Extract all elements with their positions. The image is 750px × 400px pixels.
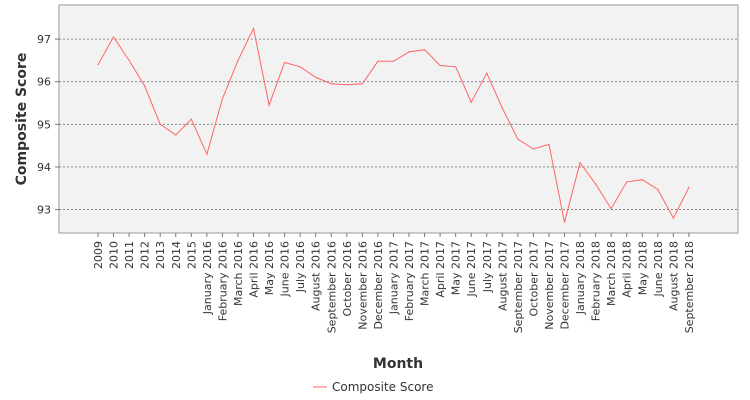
data-point xyxy=(190,118,192,120)
data-point xyxy=(392,60,395,62)
x-tick-label: May 2018 xyxy=(636,241,649,295)
x-tick-label: November 2016 xyxy=(356,241,369,330)
x-tick-label: March 2018 xyxy=(605,241,618,306)
y-tick-label: 97 xyxy=(37,33,51,46)
x-tick-label: February 2017 xyxy=(403,241,416,321)
x-tick-label: 2015 xyxy=(185,241,198,269)
data-point xyxy=(252,27,255,30)
x-tick-label: October 2017 xyxy=(527,241,540,317)
x-tick-label: July 2017 xyxy=(481,241,494,293)
x-tick-label: July 2016 xyxy=(294,241,307,293)
data-point xyxy=(610,208,612,210)
data-point xyxy=(128,59,130,62)
data-point xyxy=(641,179,643,181)
data-point xyxy=(579,162,581,164)
plot-area xyxy=(58,4,739,234)
data-point xyxy=(299,66,301,68)
data-point xyxy=(377,60,379,62)
legend: Composite Score xyxy=(313,380,433,394)
data-point xyxy=(595,183,597,185)
x-tick-label: January 2017 xyxy=(387,241,400,315)
data-point xyxy=(657,188,659,191)
data-point xyxy=(175,134,177,136)
x-tick-label: 2009 xyxy=(92,241,105,269)
x-tick-label: May 2016 xyxy=(263,241,276,295)
series-points xyxy=(97,27,690,223)
data-point xyxy=(486,72,488,74)
x-tick-label: June 2018 xyxy=(652,241,665,297)
x-tick-label: February 2018 xyxy=(590,241,603,321)
x-tick-label: March 2017 xyxy=(419,241,432,306)
data-point xyxy=(144,85,146,87)
x-tick-label: May 2017 xyxy=(450,241,463,295)
x-tick-label: December 2016 xyxy=(372,241,385,330)
x-tick-label: December 2017 xyxy=(559,241,572,330)
data-point xyxy=(315,76,317,79)
x-tick-label: April 2016 xyxy=(248,241,261,298)
x-tick-label: October 2016 xyxy=(341,241,354,317)
legend-label: Composite Score xyxy=(332,380,433,394)
x-tick-label: 2013 xyxy=(154,241,167,269)
x-tick-label: June 2016 xyxy=(279,241,292,297)
x-axis-title: Month xyxy=(373,356,423,372)
x-tick-label: March 2016 xyxy=(232,241,245,306)
x-tick-label: August 2018 xyxy=(667,241,680,311)
data-point xyxy=(268,104,270,106)
x-axis-ticks: 2009 2010 2011 2012 2013 2014 2015 January 2016… xyxy=(92,233,696,333)
data-point xyxy=(206,153,208,155)
x-tick-label: April 2017 xyxy=(434,241,447,298)
y-tick-label: 95 xyxy=(37,118,51,131)
data-point xyxy=(284,61,286,64)
y-tick-label: 93 xyxy=(37,204,51,217)
x-tick-label: November 2017 xyxy=(543,241,556,330)
data-point xyxy=(532,148,535,150)
data-point xyxy=(672,217,674,219)
y-axis-ticks: 93 94 95 96 97 xyxy=(37,33,59,217)
y-axis-title: Composite Score xyxy=(14,53,30,186)
data-point xyxy=(626,181,628,183)
x-tick-label: January 2018 xyxy=(574,241,587,315)
data-point xyxy=(455,66,457,68)
data-point xyxy=(330,83,332,85)
data-point xyxy=(112,36,115,38)
x-tick-label: September 2018 xyxy=(683,241,696,333)
data-point xyxy=(159,123,161,125)
x-tick-label: June 2017 xyxy=(465,241,478,297)
data-point xyxy=(470,101,472,103)
data-point xyxy=(563,221,566,223)
data-point xyxy=(501,107,503,109)
data-point xyxy=(688,186,690,188)
x-tick-label: April 2018 xyxy=(621,241,634,298)
data-point xyxy=(221,98,223,100)
x-tick-label: 2014 xyxy=(170,241,183,269)
x-tick-label: August 2017 xyxy=(496,241,509,311)
x-tick-label: September 2016 xyxy=(325,241,338,333)
y-tick-label: 94 xyxy=(37,161,51,174)
y-tick-label: 96 xyxy=(37,76,51,89)
x-tick-label: September 2017 xyxy=(512,241,525,333)
x-tick-label: January 2016 xyxy=(201,241,214,315)
x-tick-label: 2010 xyxy=(108,241,121,269)
data-point xyxy=(361,83,363,85)
x-tick-label: 2011 xyxy=(123,241,136,269)
data-point xyxy=(237,59,239,62)
data-point xyxy=(346,84,348,86)
data-point xyxy=(408,51,410,53)
x-tick-label: February 2016 xyxy=(216,241,229,321)
data-point xyxy=(423,49,426,51)
data-point xyxy=(517,138,519,140)
data-point xyxy=(439,64,441,67)
x-tick-label: 2012 xyxy=(139,241,152,269)
data-point xyxy=(548,143,550,145)
x-tick-label: August 2016 xyxy=(310,241,323,311)
data-point xyxy=(97,64,99,66)
gridlines xyxy=(59,38,738,210)
